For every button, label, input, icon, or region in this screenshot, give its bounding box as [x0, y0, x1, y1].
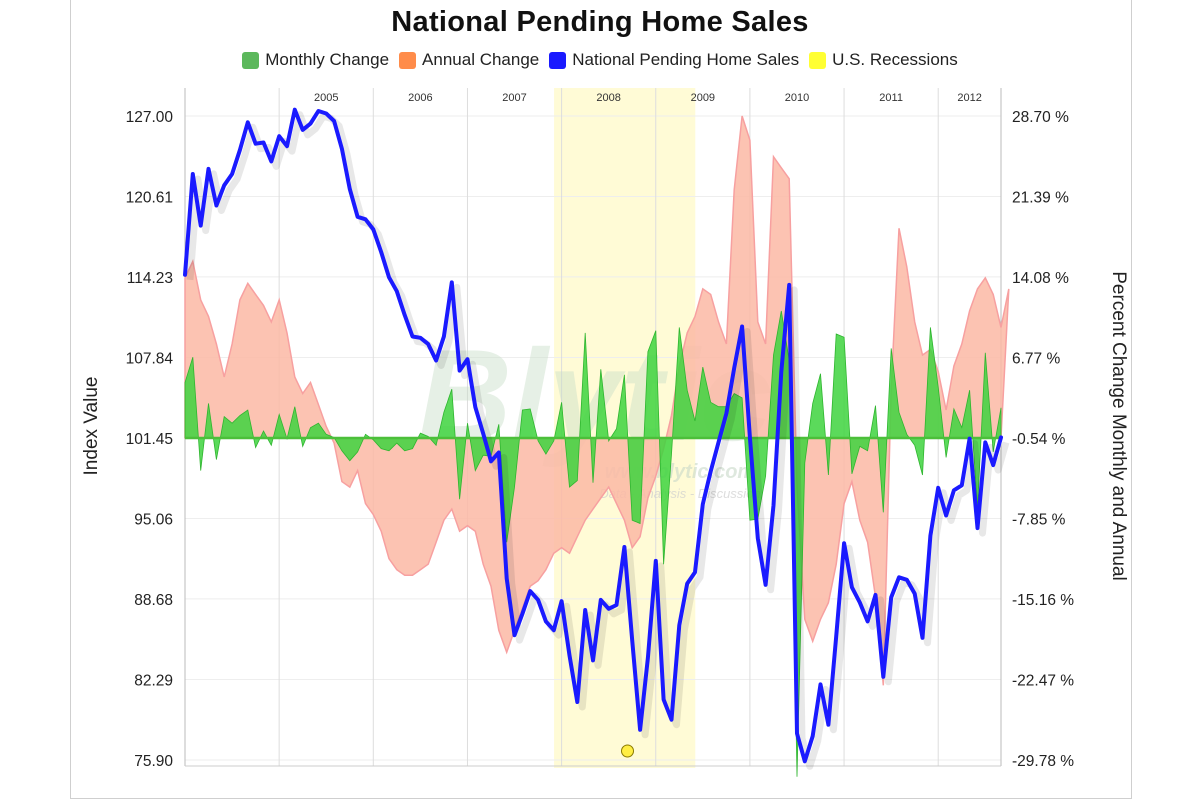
- right-tick-label: 21.39 %: [1012, 190, 1069, 207]
- legend-label-pending-sales: National Pending Home Sales: [572, 50, 800, 69]
- legend-swatch-recessions: [809, 51, 827, 69]
- legend-item-annual[interactable]: Annual Change: [399, 50, 539, 70]
- legend-item-recessions[interactable]: U.S. Recessions: [809, 50, 958, 70]
- legend-swatch-pending-sales: [549, 51, 567, 69]
- year-label: 2007: [502, 92, 526, 104]
- left-tick-label: 114.23: [127, 270, 173, 287]
- right-tick-label: 28.70 %: [1012, 109, 1069, 126]
- right-tick-label: 14.08 %: [1012, 270, 1069, 287]
- left-tick-label: 95.06: [134, 512, 173, 529]
- legend-label-recessions: U.S. Recessions: [832, 50, 958, 69]
- index-line: [183, 107, 1003, 764]
- right-tick-label: -29.78 %: [1012, 753, 1074, 770]
- year-label: 2010: [785, 92, 809, 104]
- year-label: 2011: [879, 92, 903, 104]
- left-tick-label: 75.90: [134, 753, 173, 770]
- y2-axis-title: Percent Change Monthly and Annual: [1108, 271, 1129, 581]
- legend-swatch-monthly: [242, 51, 260, 69]
- event-marker-icon: [621, 744, 635, 758]
- legend: Monthly Change Annual Change National Pe…: [0, 50, 1200, 70]
- left-tick-label: 107.84: [126, 350, 174, 367]
- year-label: 2012: [957, 92, 981, 104]
- legend-label-annual: Annual Change: [422, 50, 540, 69]
- left-tick-label: 101.45: [126, 431, 173, 448]
- left-tick-label: 120.61: [126, 190, 173, 207]
- legend-label-monthly: Monthly Change: [265, 50, 390, 69]
- year-label: 2006: [408, 92, 432, 104]
- right-tick-label: -22.47 %: [1012, 673, 1074, 690]
- right-tick-label: -15.16 %: [1012, 592, 1074, 609]
- y-axis-title: Index Value: [81, 377, 102, 476]
- chart-title: National Pending Home Sales: [391, 6, 809, 38]
- left-tick-label: 82.29: [134, 672, 173, 689]
- year-label: 2005: [314, 92, 338, 104]
- right-tick-label: -7.85 %: [1012, 512, 1066, 529]
- right-tick-label: -0.54 %: [1012, 431, 1066, 448]
- legend-item-pending-sales[interactable]: National Pending Home Sales: [549, 50, 799, 70]
- legend-swatch-annual: [399, 51, 417, 69]
- left-tick-label: 88.68: [134, 592, 173, 609]
- legend-item-monthly[interactable]: Monthly Change: [242, 50, 389, 70]
- right-tick-label: 6.77 %: [1012, 351, 1060, 368]
- left-tick-label: 127.00: [126, 109, 174, 126]
- year-label: 2008: [596, 92, 620, 104]
- year-label: 2009: [691, 92, 715, 104]
